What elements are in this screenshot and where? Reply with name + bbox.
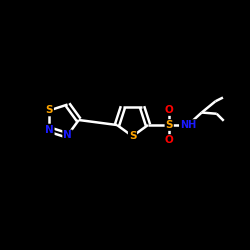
Text: O: O <box>165 135 173 145</box>
Text: N: N <box>63 130 72 140</box>
Text: S: S <box>129 131 136 141</box>
Text: S: S <box>166 120 173 130</box>
Text: N: N <box>45 124 54 134</box>
Text: NH: NH <box>180 120 196 130</box>
Text: S: S <box>46 106 53 116</box>
Text: O: O <box>165 105 173 115</box>
